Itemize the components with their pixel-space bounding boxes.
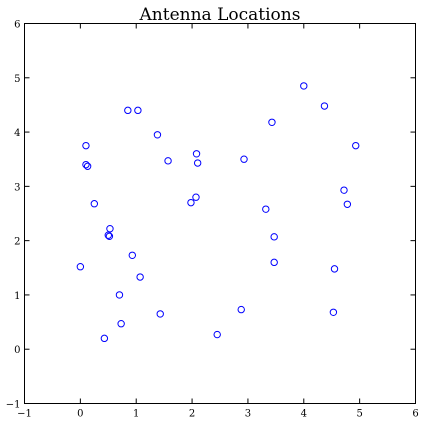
data-point <box>340 186 348 194</box>
x-tick-label: 4 <box>301 409 307 420</box>
data-point <box>82 141 90 150</box>
data-point <box>100 334 109 343</box>
data-point <box>270 258 278 267</box>
y-tick-label: 1 <box>14 291 20 302</box>
data-point <box>134 106 142 115</box>
data-point <box>117 320 125 328</box>
data-point <box>192 150 201 158</box>
data-point <box>153 131 162 139</box>
data-point <box>352 141 360 150</box>
y-tick-label: 4 <box>14 128 20 139</box>
data-point <box>106 225 114 233</box>
x-tick-label: 1 <box>133 409 139 420</box>
x-tick-label: 3 <box>245 409 251 420</box>
data-point <box>240 155 248 163</box>
data-point <box>104 231 112 239</box>
data-point <box>343 200 352 208</box>
data-point <box>270 233 278 241</box>
data-point <box>164 157 172 165</box>
data-point <box>76 263 85 271</box>
x-tick-label: 0 <box>77 409 83 420</box>
data-point <box>156 310 164 318</box>
x-tick-label: 6 <box>412 409 418 420</box>
data-point <box>268 118 276 127</box>
data-point <box>237 305 245 314</box>
y-tick-label: 2 <box>14 237 20 248</box>
data-point <box>187 198 195 207</box>
chart-title: Antenna Locations <box>139 5 301 25</box>
y-tick-label: 5 <box>14 74 20 85</box>
data-point <box>115 291 124 299</box>
x-tick-label: 2 <box>189 409 195 420</box>
data-point <box>136 273 144 281</box>
y-tick-label: 3 <box>14 182 20 193</box>
data-point <box>193 159 202 167</box>
x-tick-label: −1 <box>17 409 32 420</box>
data-point <box>128 251 137 260</box>
data-point <box>124 106 132 115</box>
y-tick-label: 6 <box>14 20 20 31</box>
y-tick-label: 0 <box>14 345 20 356</box>
data-point <box>83 162 92 170</box>
plot-frame <box>24 23 416 404</box>
data-point <box>82 160 90 169</box>
data-point <box>320 102 329 110</box>
axis-ticks: −1 0 1 2 3 4 5 6 −1 0 1 2 3 4 5 6 <box>6 20 419 420</box>
data-point <box>213 330 221 339</box>
data-point <box>192 193 200 201</box>
data-point <box>90 200 99 208</box>
data-point <box>262 205 270 213</box>
data-points <box>76 82 360 343</box>
data-point <box>300 82 308 90</box>
x-tick-label: 5 <box>356 409 362 420</box>
y-tick-label: −1 <box>6 400 21 411</box>
data-point <box>105 232 114 241</box>
data-point <box>329 308 338 316</box>
data-point <box>330 265 339 273</box>
